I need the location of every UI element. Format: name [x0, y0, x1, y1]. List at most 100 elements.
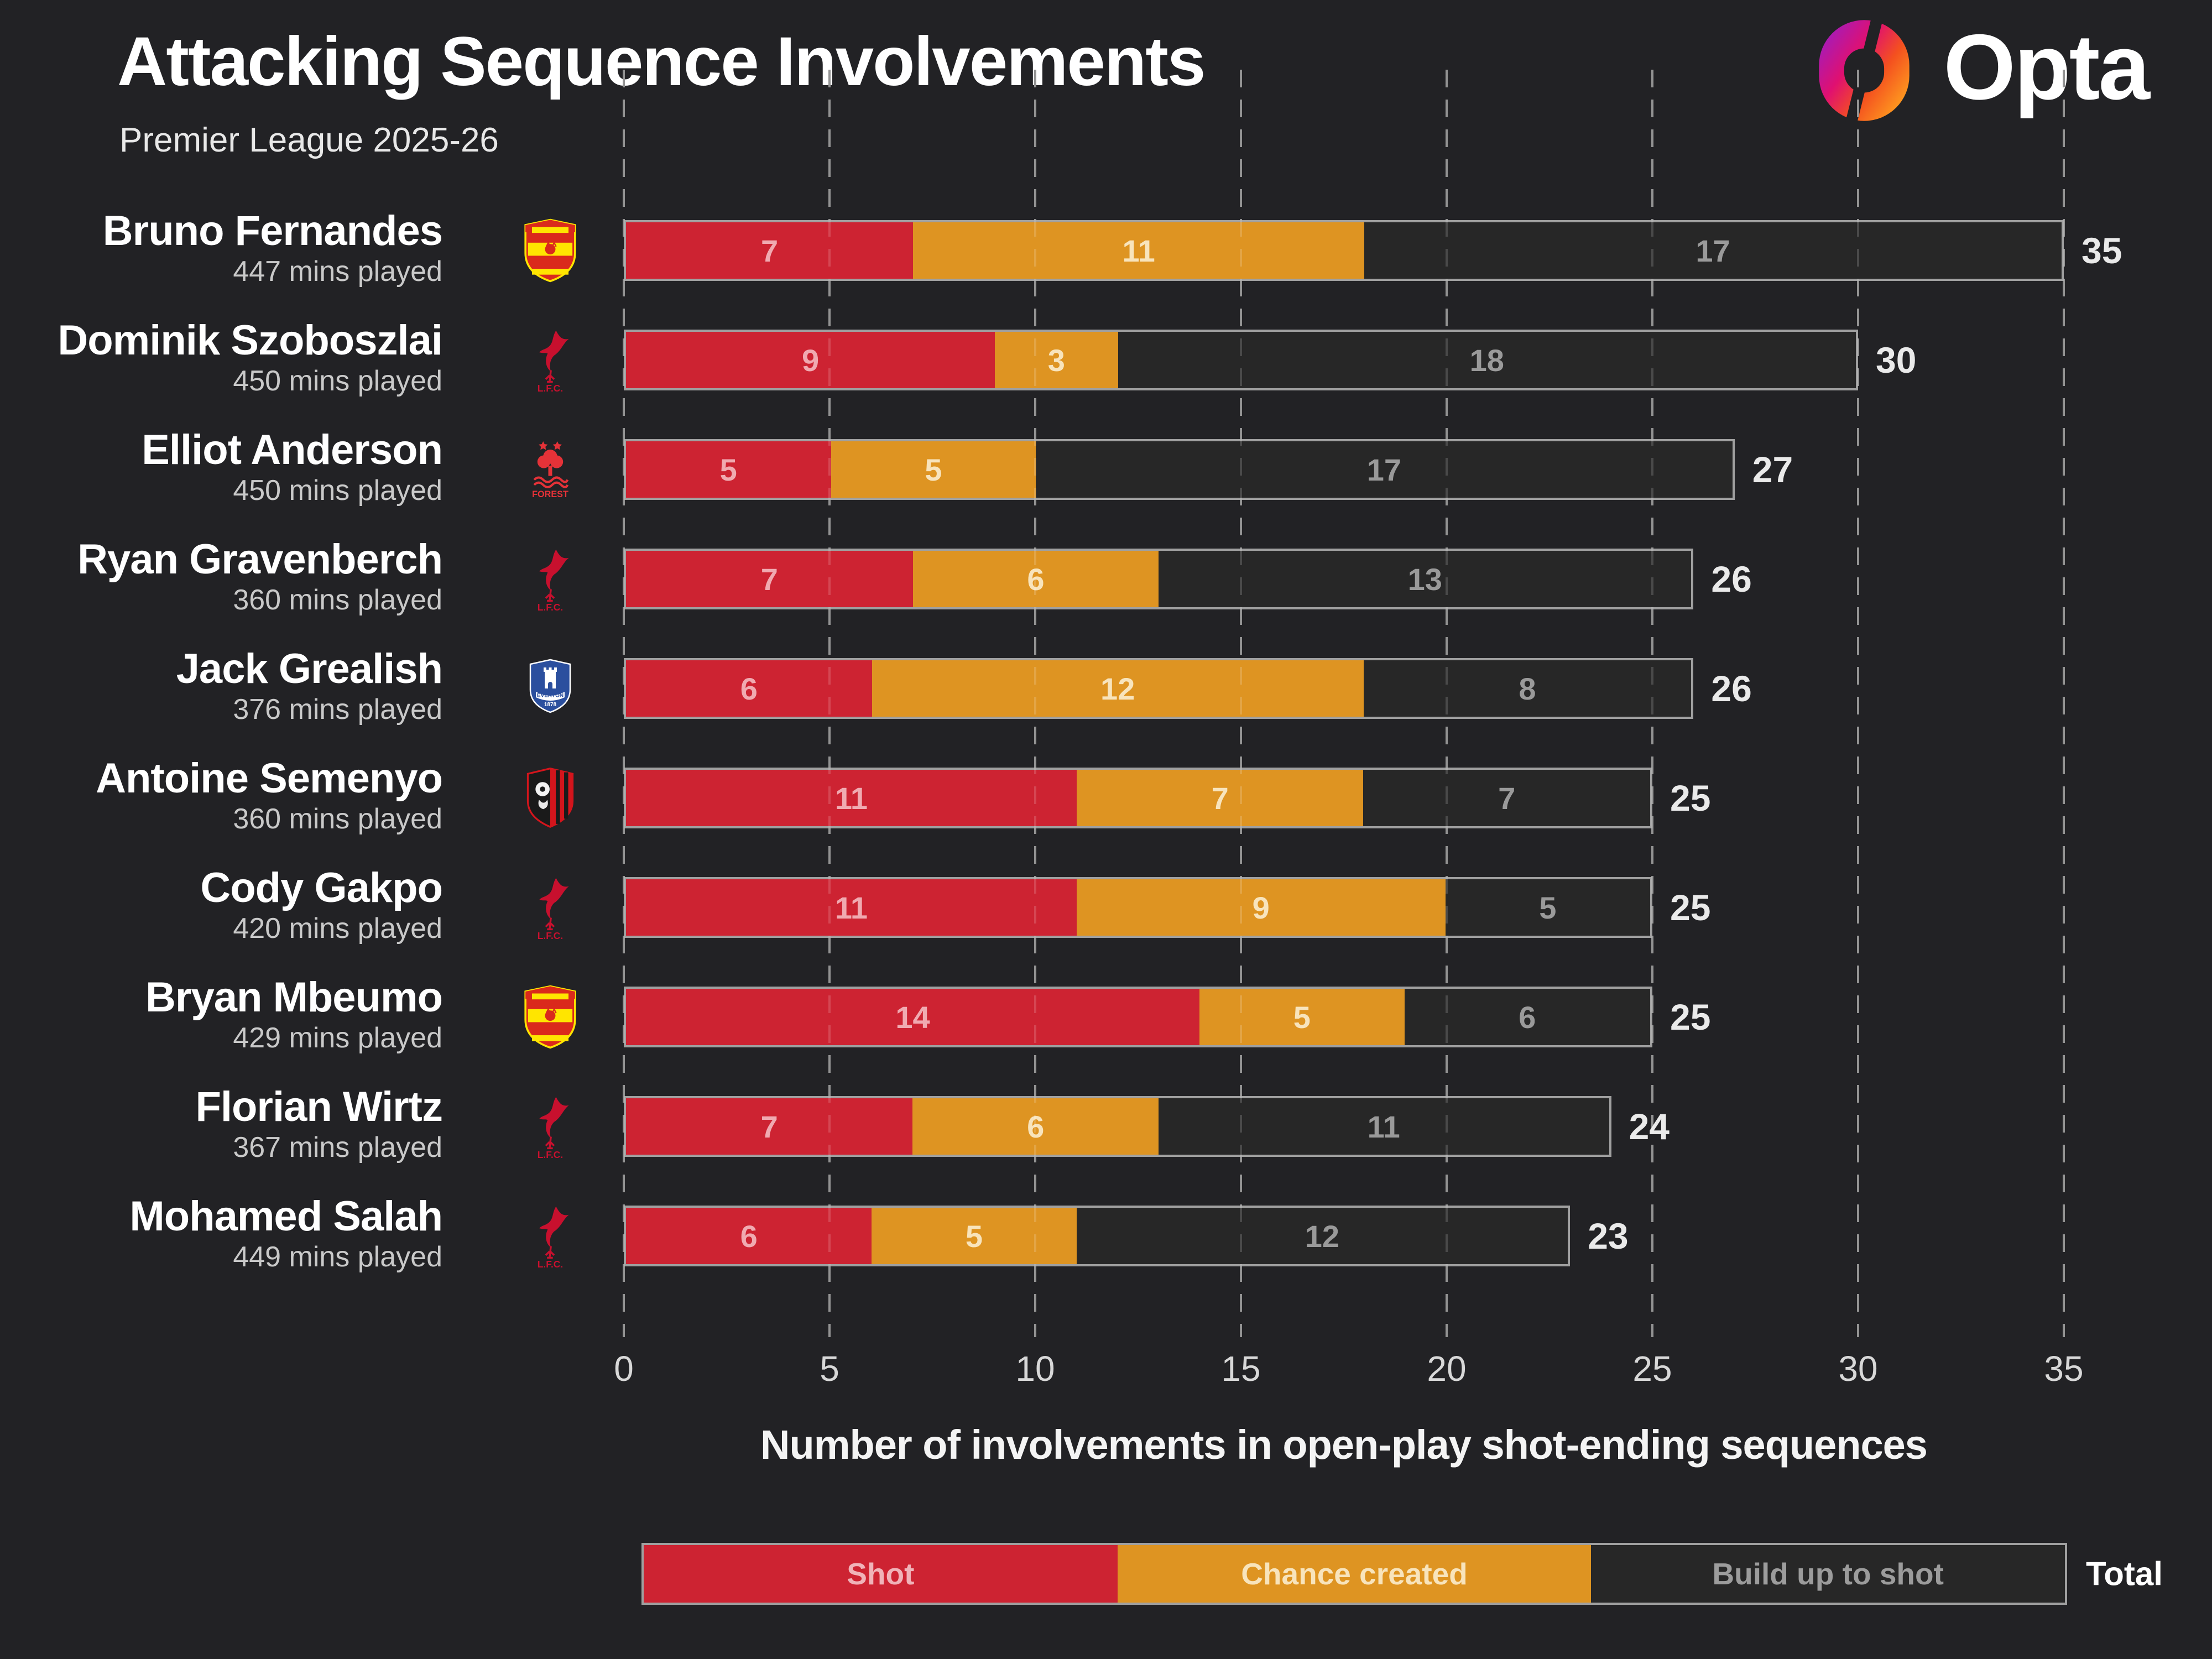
- build-up-value: 17: [1695, 233, 1730, 268]
- page-subtitle: Premier League 2025-26: [119, 121, 499, 159]
- chance-created-value: 3: [1047, 342, 1065, 378]
- player-name: Florian Wirtz: [195, 1083, 443, 1130]
- build-up-segment: 6: [1404, 989, 1650, 1045]
- shot-segment: 11: [626, 770, 1077, 826]
- shot-segment: 7: [626, 222, 914, 279]
- chance-created-segment: 5: [1199, 989, 1405, 1045]
- chance-created-segment: 6: [912, 551, 1159, 607]
- build-up-segment: 12: [1076, 1208, 1568, 1264]
- team-badge-icon: L.F.C.: [504, 1206, 596, 1268]
- chance-created-value: 5: [1293, 999, 1311, 1035]
- nottingham-forest-badge-art: FOREST: [532, 441, 569, 499]
- stacked-bar: 14 5 6 25: [624, 987, 1710, 1047]
- total-value: 25: [1670, 997, 1711, 1037]
- x-tick-label-20: 20: [1427, 1349, 1467, 1389]
- total-value: 23: [1588, 1215, 1629, 1256]
- player-name: Dominik Szoboszlai: [58, 317, 443, 364]
- x-tick-label-35: 35: [2044, 1349, 2084, 1389]
- x-tick-label-10: 10: [1015, 1349, 1055, 1389]
- total-value: 26: [1711, 668, 1752, 709]
- stacked-bar: 9 3 18 30: [624, 330, 1916, 390]
- shot-segment: 11: [626, 879, 1077, 936]
- svg-text:EVERTON: EVERTON: [537, 693, 564, 699]
- player-row: Bryan Mbeumo 429 mins played 14 5 6 25: [0, 974, 2212, 1096]
- shot-value: 9: [802, 342, 820, 378]
- total-value: 35: [2081, 230, 2122, 271]
- player-name: Antoine Semenyo: [96, 755, 443, 802]
- minutes-played: 420 mins played: [233, 912, 442, 945]
- team-badge-icon: EVERTON 1878: [504, 658, 596, 719]
- build-up-segment: 7: [1363, 770, 1650, 826]
- shot-value: 6: [740, 671, 758, 706]
- liverpool-badge-art: L.F.C.: [538, 878, 569, 940]
- chance-created-value: 5: [965, 1218, 983, 1254]
- manchester-united-badge-art: [524, 218, 576, 283]
- stacked-bar: 11 9 5 25: [624, 877, 1710, 938]
- x-tick-label-30: 30: [1838, 1349, 1878, 1389]
- liverpool-badge-art: L.F.C.: [538, 549, 569, 611]
- shot-segment: 5: [626, 441, 831, 498]
- total-value: 27: [1752, 449, 1793, 490]
- bournemouth-badge-art: [526, 768, 574, 828]
- x-axis-tick-labels: 0 5 10 15 20 25 30 35: [614, 1348, 2083, 1392]
- player-row: Elliot Anderson 450 mins played FOREST 5 …: [0, 427, 2212, 549]
- shot-value: 7: [761, 233, 779, 268]
- team-badge-icon: [504, 985, 596, 1049]
- chance-created-segment: 12: [872, 660, 1364, 717]
- build-up-value: 17: [1366, 452, 1402, 487]
- minutes-played: 367 mins played: [233, 1131, 442, 1164]
- chance-created-value: 12: [1100, 671, 1135, 706]
- shot-segment: 7: [626, 551, 913, 607]
- chance-created-segment: 6: [912, 1098, 1159, 1155]
- legend-chance-created: Chance created: [1117, 1545, 1592, 1603]
- stacked-bar: 6 12 8 26: [624, 658, 1752, 719]
- player-name: Cody Gakpo: [200, 864, 443, 911]
- build-up-segment: 17: [1364, 222, 2062, 279]
- shot-value: 7: [760, 561, 778, 597]
- total-value: 30: [1876, 340, 1917, 380]
- x-axis-title: Number of involvements in open-play shot…: [760, 1422, 1928, 1468]
- shot-value: 7: [760, 1109, 778, 1144]
- chance-created-segment: 11: [913, 222, 1365, 279]
- legend-total-label: Total: [2086, 1555, 2163, 1593]
- chance-created-segment: 5: [872, 1208, 1077, 1264]
- build-up-segment: 13: [1159, 551, 1692, 607]
- player-name: Elliot Anderson: [142, 426, 443, 473]
- chance-created-segment: 3: [995, 332, 1118, 388]
- total-value: 24: [1629, 1106, 1670, 1147]
- total-value: 26: [1711, 559, 1752, 599]
- build-up-value: 6: [1519, 999, 1536, 1035]
- total-value: 25: [1670, 778, 1711, 818]
- minutes-played: 429 mins played: [233, 1022, 442, 1054]
- team-badge-icon: [504, 768, 596, 828]
- minutes-played: 449 mins played: [233, 1241, 442, 1273]
- chance-created-value: 7: [1211, 780, 1229, 816]
- opta-brand: Opta: [1812, 17, 2150, 124]
- shot-value: 14: [895, 999, 930, 1035]
- build-up-value: 7: [1498, 780, 1516, 816]
- player-row: Mohamed Salah 449 mins played L.F.C. 6 5 …: [0, 1193, 2212, 1315]
- stacked-bar: 7 6 11 24: [624, 1096, 1670, 1157]
- team-badge-icon: L.F.C.: [504, 549, 596, 611]
- build-up-segment: 8: [1363, 660, 1692, 717]
- minutes-played: 376 mins played: [233, 693, 442, 726]
- stacked-bar: 7 6 13 26: [624, 549, 1752, 609]
- build-up-segment: 18: [1118, 332, 1856, 388]
- legend-shot: Shot: [644, 1545, 1118, 1603]
- liverpool-badge-art: L.F.C.: [538, 1206, 569, 1268]
- svg-text:FOREST: FOREST: [532, 489, 568, 499]
- stacked-bar: 6 5 12 23: [624, 1206, 1629, 1266]
- player-name: Jack Grealish: [176, 645, 443, 692]
- build-up-value: 5: [1539, 890, 1557, 925]
- svg-text:L.F.C.: L.F.C.: [538, 383, 563, 392]
- minutes-played: 450 mins played: [233, 474, 442, 507]
- everton-badge-art: EVERTON 1878: [529, 659, 571, 713]
- build-up-value: 18: [1469, 342, 1504, 378]
- stacked-bar: 11 7 7 25: [624, 768, 1710, 828]
- team-badge-icon: L.F.C.: [504, 330, 596, 392]
- x-tick-label-5: 5: [820, 1349, 839, 1389]
- shot-segment: 14: [626, 989, 1200, 1045]
- chance-created-segment: 5: [831, 441, 1036, 498]
- stacked-bar: 5 5 17 27: [624, 439, 1793, 500]
- player-row: Bruno Fernandes 447 mins played 7 11 17 3…: [0, 208, 2212, 330]
